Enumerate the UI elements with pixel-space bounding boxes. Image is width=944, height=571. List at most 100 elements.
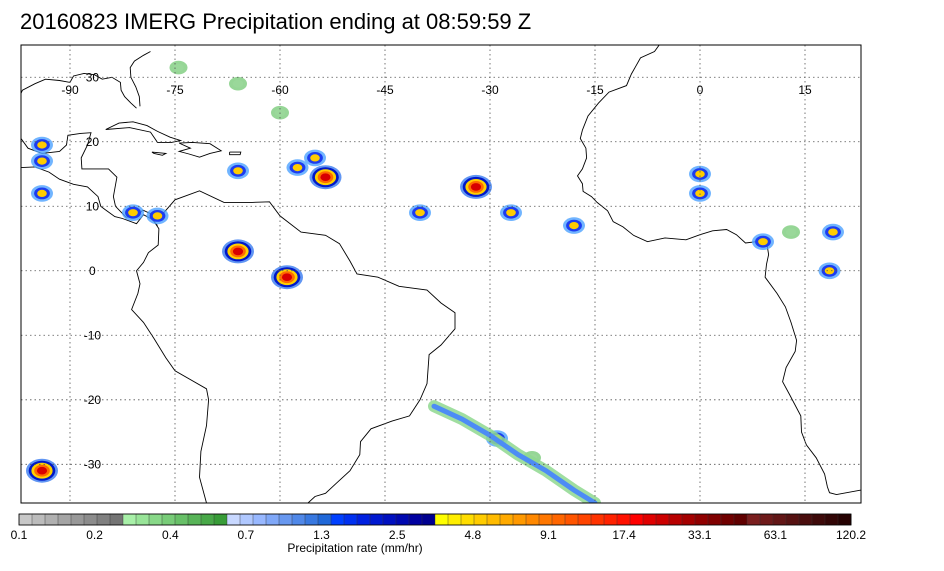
colorbar-swatch	[200, 513, 215, 526]
precip-cell-14	[222, 239, 254, 264]
colorbar-swatch	[486, 513, 501, 526]
colorbar-swatch	[447, 513, 462, 526]
colorbar-tick-label: 63.1	[764, 528, 788, 542]
colorbar-swatch	[473, 513, 488, 526]
precip-contour	[415, 209, 425, 217]
precip-cell-18	[752, 233, 774, 250]
colorbar-swatch	[642, 513, 657, 526]
coastline-3	[105, 121, 183, 143]
lon-label: -60	[271, 83, 289, 97]
precip-cell-3	[286, 159, 309, 176]
colorbar-swatch	[421, 513, 436, 526]
colorbar-frame	[18, 513, 852, 526]
colorbar-swatch	[239, 513, 254, 526]
lat-label: -30	[84, 457, 102, 471]
precip-contour	[785, 228, 797, 237]
precip-cell-15	[271, 265, 303, 290]
colorbar-swatch	[70, 513, 85, 526]
colorbar-swatch	[551, 513, 566, 526]
colorbar-swatch	[44, 513, 59, 526]
colorbar-swatch	[330, 513, 345, 526]
lon-label: 15	[798, 83, 812, 97]
precip-contour	[569, 222, 579, 230]
colorbar-swatch	[694, 513, 709, 526]
colorbar-swatch	[395, 513, 410, 526]
colorbar-swatch	[772, 513, 787, 526]
precip-cell-9	[563, 217, 585, 234]
colorbar-swatch	[213, 513, 228, 526]
map-panel: -90 -75 -60 -45 -30 -15 0 15 30 20 10 0 -10 -20 -30	[20, 31, 862, 504]
colorbar-tick-label: 0.2	[86, 528, 103, 542]
precip-contour	[233, 167, 243, 175]
map-content	[21, 31, 861, 503]
colorbar-swatch	[226, 513, 241, 526]
colorbar-swatch	[109, 513, 124, 526]
frontal-band-inner	[431, 403, 598, 503]
precip-contour	[824, 267, 835, 275]
colorbar-swatch	[265, 513, 280, 526]
colorbar-swatch	[122, 513, 137, 526]
colorbar-swatch	[317, 513, 332, 526]
precip-cell-7	[409, 204, 431, 221]
precip-cell-19	[782, 225, 800, 239]
precip-contour	[470, 183, 482, 191]
colorbar-title: Precipitation rate (mm/hr)	[287, 541, 422, 555]
colorbar-swatch	[746, 513, 761, 526]
precip-contour	[506, 209, 516, 217]
precip-contour	[37, 189, 47, 197]
colorbar-tick-label: 2.5	[389, 528, 406, 542]
precip-cell-11	[31, 185, 53, 202]
coastline-9	[576, 45, 861, 496]
lon-label: -90	[61, 83, 79, 97]
coastline-10	[634, 31, 648, 42]
colorbar-swatch	[759, 513, 774, 526]
precip-cell-16	[689, 165, 711, 183]
colorbar-swatch	[356, 513, 371, 526]
colorbar-swatch	[148, 513, 163, 526]
lat-label: -10	[84, 328, 102, 342]
colorbar-tick-label: 33.1	[688, 528, 712, 542]
precip-contour	[758, 238, 768, 246]
colorbar-swatch	[720, 513, 735, 526]
lon-label: 0	[697, 83, 704, 97]
lat-label: -20	[84, 393, 102, 407]
precip-contour	[310, 154, 320, 162]
colorbar-swatch	[616, 513, 631, 526]
colorbar-tick-label: 0.7	[238, 528, 255, 542]
precip-cell-17	[689, 185, 711, 202]
colorbar-swatch	[603, 513, 618, 526]
colorbar-swatch	[655, 513, 670, 526]
precip-contour	[37, 157, 47, 165]
colorbar-swatch	[18, 513, 33, 526]
colorbar-swatch	[460, 513, 475, 526]
colorbar-swatch	[135, 513, 150, 526]
precip-contour	[232, 247, 244, 256]
colorbar-swatch	[707, 513, 722, 526]
lat-label: 20	[86, 135, 100, 149]
page-title: 20160823 IMERG Precipitation ending at 0…	[20, 9, 532, 34]
precip-cell-10	[31, 152, 53, 170]
colorbar-swatch	[382, 513, 397, 526]
precip-contour	[292, 164, 303, 172]
precip-cell-12	[122, 204, 144, 221]
coastline-6	[229, 151, 242, 156]
colorbar-swatch	[83, 513, 98, 526]
precip-contour	[695, 189, 705, 197]
precip-cell-5	[304, 149, 326, 167]
colorbar-swatch	[499, 513, 514, 526]
lat-label: 30	[86, 70, 100, 84]
precip-cell-6	[460, 174, 492, 199]
colorbar-swatch	[512, 513, 527, 526]
lat-label: 10	[86, 199, 100, 213]
precip-cell-0	[169, 60, 188, 75]
precip-contour	[173, 63, 184, 72]
lon-label: -30	[481, 83, 499, 97]
precip-contour	[320, 173, 331, 181]
colorbar-swatch	[629, 513, 644, 526]
colorbar-swatch	[837, 513, 852, 526]
lon-label: -75	[166, 83, 184, 97]
precip-cell-13	[146, 207, 169, 225]
colorbar-swatch	[369, 513, 384, 526]
colorbar-swatch	[564, 513, 579, 526]
